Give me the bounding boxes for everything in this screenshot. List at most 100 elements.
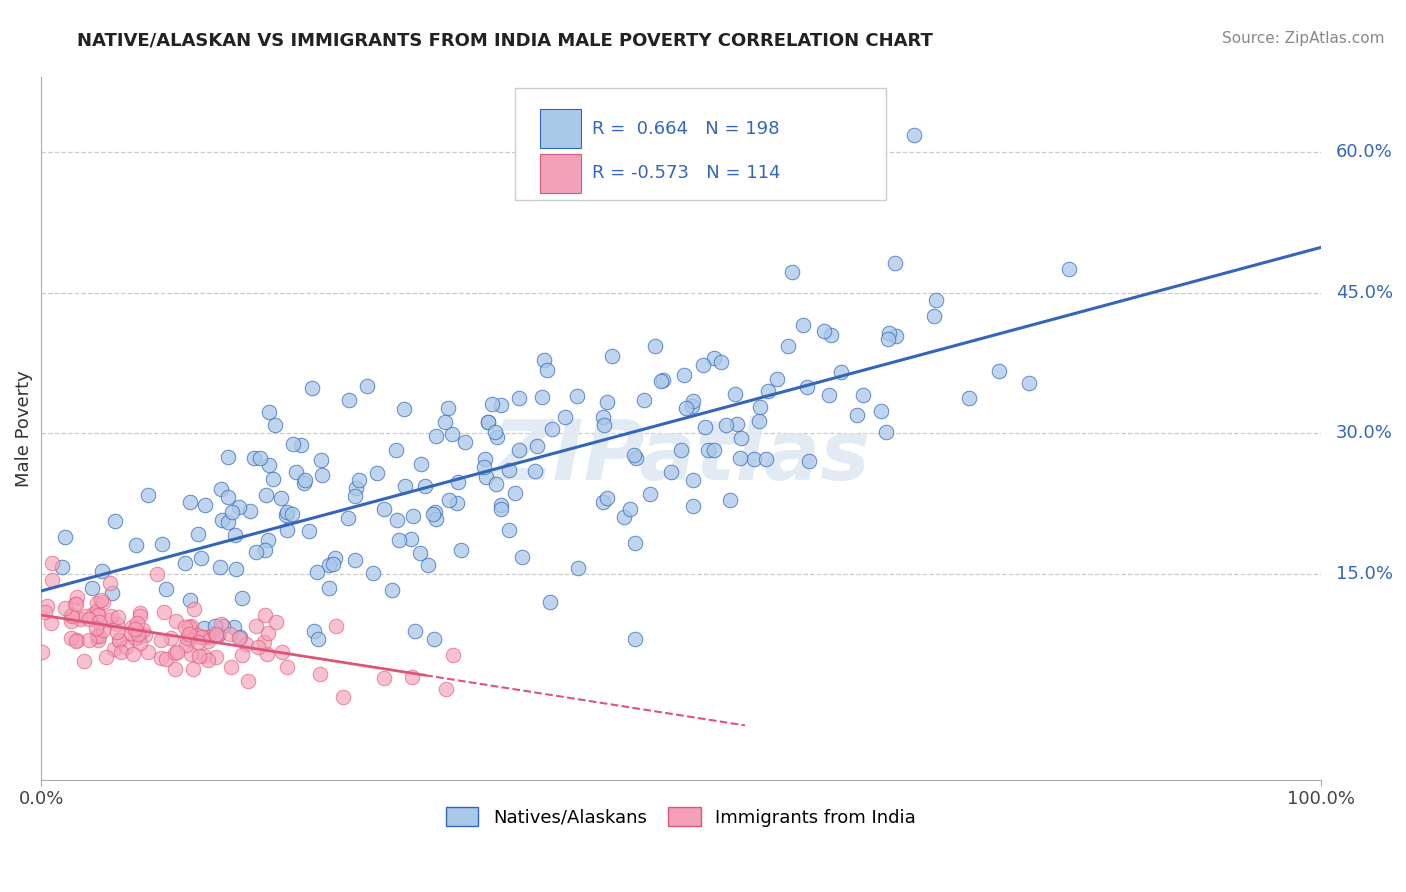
Point bbox=[596, 491, 619, 506]
Point bbox=[820, 328, 842, 343]
Point bbox=[211, 512, 233, 526]
Point bbox=[190, 550, 212, 565]
Point bbox=[257, 533, 280, 547]
Point bbox=[63, 597, 86, 611]
Point bbox=[60, 608, 83, 623]
Point bbox=[305, 565, 328, 579]
FancyBboxPatch shape bbox=[540, 109, 581, 148]
Point bbox=[491, 502, 513, 516]
Point bbox=[592, 495, 614, 509]
Point bbox=[533, 353, 555, 368]
Point bbox=[77, 612, 100, 626]
Point bbox=[90, 592, 112, 607]
Point bbox=[149, 651, 172, 665]
Point bbox=[903, 128, 925, 142]
Point bbox=[523, 464, 546, 478]
Point bbox=[160, 631, 183, 645]
Point bbox=[748, 401, 770, 415]
Point bbox=[323, 550, 346, 565]
Point bbox=[59, 632, 82, 646]
Point bbox=[309, 666, 332, 681]
Point bbox=[219, 659, 242, 673]
Point bbox=[276, 505, 298, 519]
Point bbox=[262, 472, 284, 486]
Point bbox=[86, 629, 108, 643]
Point bbox=[659, 465, 682, 479]
Point bbox=[318, 581, 340, 595]
Point bbox=[401, 669, 423, 683]
Point bbox=[567, 561, 589, 575]
Point bbox=[254, 543, 277, 558]
Y-axis label: Male Poverty: Male Poverty bbox=[15, 370, 32, 487]
Point bbox=[373, 502, 395, 516]
Point bbox=[792, 318, 814, 332]
Point bbox=[489, 398, 512, 412]
Point bbox=[681, 400, 703, 414]
Point bbox=[180, 619, 202, 633]
Point bbox=[193, 621, 215, 635]
Point bbox=[201, 627, 224, 641]
Point bbox=[222, 619, 245, 633]
Point bbox=[394, 479, 416, 493]
Point bbox=[87, 607, 110, 622]
Point bbox=[846, 409, 869, 423]
Point bbox=[423, 632, 446, 647]
Point bbox=[239, 504, 262, 518]
Point bbox=[59, 615, 82, 629]
Point bbox=[697, 443, 720, 458]
Point bbox=[780, 265, 803, 279]
Point bbox=[307, 632, 329, 647]
Point bbox=[311, 468, 333, 483]
Point bbox=[82, 607, 104, 621]
Point bbox=[301, 381, 323, 395]
Point bbox=[619, 501, 641, 516]
Point bbox=[179, 620, 201, 634]
Point bbox=[682, 473, 704, 487]
Point bbox=[108, 632, 131, 647]
Point bbox=[703, 351, 725, 365]
Point bbox=[413, 479, 436, 493]
Point bbox=[217, 450, 239, 465]
Point bbox=[98, 575, 121, 590]
Point bbox=[66, 590, 89, 604]
Point bbox=[799, 454, 821, 468]
Point bbox=[716, 418, 738, 433]
Point bbox=[869, 403, 891, 417]
Point bbox=[554, 410, 576, 425]
Point bbox=[163, 662, 186, 676]
Point bbox=[441, 427, 464, 442]
Point bbox=[86, 604, 108, 618]
Point bbox=[228, 631, 250, 645]
Point bbox=[205, 649, 228, 664]
Point bbox=[205, 629, 228, 643]
Point bbox=[742, 451, 765, 466]
Text: NATIVE/ALASKAN VS IMMIGRANTS FROM INDIA MALE POVERTY CORRELATION CHART: NATIVE/ALASKAN VS IMMIGRANTS FROM INDIA … bbox=[77, 31, 934, 49]
Point bbox=[363, 566, 385, 580]
Point bbox=[236, 674, 259, 689]
Text: 45.0%: 45.0% bbox=[1336, 284, 1393, 301]
Point bbox=[101, 586, 124, 600]
Point bbox=[221, 506, 243, 520]
Point bbox=[41, 574, 63, 588]
Point bbox=[77, 633, 100, 648]
Point bbox=[434, 415, 457, 429]
Point bbox=[274, 508, 297, 522]
Point bbox=[402, 509, 425, 524]
Point bbox=[877, 326, 900, 340]
Point bbox=[132, 624, 155, 638]
Point bbox=[344, 552, 367, 566]
Point bbox=[105, 617, 128, 632]
Point bbox=[436, 681, 458, 696]
Point bbox=[498, 463, 520, 477]
Point bbox=[623, 632, 645, 647]
Point bbox=[336, 511, 359, 525]
Point bbox=[270, 645, 292, 659]
Point bbox=[723, 387, 745, 401]
Point bbox=[165, 615, 187, 629]
Point bbox=[263, 418, 285, 433]
Point bbox=[174, 556, 197, 570]
Point bbox=[276, 660, 298, 674]
Point bbox=[90, 564, 112, 578]
Point bbox=[228, 500, 250, 514]
Point bbox=[97, 613, 120, 627]
